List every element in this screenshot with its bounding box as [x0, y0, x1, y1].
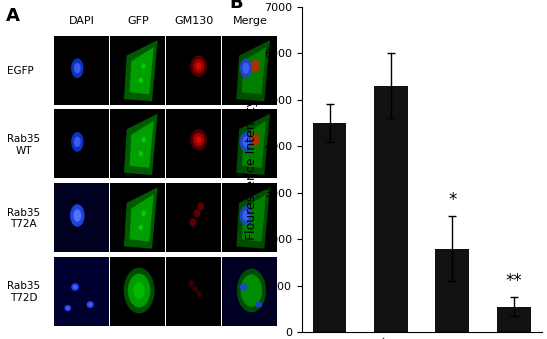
Bar	[166, 183, 221, 252]
Ellipse shape	[73, 209, 82, 222]
Bar	[54, 36, 109, 105]
Ellipse shape	[193, 285, 198, 293]
Bar	[166, 109, 221, 178]
Ellipse shape	[138, 77, 143, 83]
Ellipse shape	[71, 206, 84, 225]
Polygon shape	[124, 40, 158, 101]
Ellipse shape	[66, 306, 69, 310]
Ellipse shape	[242, 137, 249, 147]
Ellipse shape	[141, 211, 146, 216]
Polygon shape	[242, 47, 266, 94]
Bar	[166, 36, 221, 105]
Ellipse shape	[250, 60, 260, 73]
Y-axis label: Flourescence Intensity: Flourescence Intensity	[246, 99, 258, 240]
Ellipse shape	[128, 274, 150, 307]
Polygon shape	[124, 187, 158, 248]
Polygon shape	[236, 40, 270, 101]
Text: Rab35
T72D: Rab35 T72D	[7, 281, 40, 303]
Polygon shape	[236, 187, 270, 248]
Bar	[54, 257, 109, 326]
Bar	[222, 36, 277, 105]
Ellipse shape	[74, 210, 80, 221]
Ellipse shape	[196, 63, 201, 69]
Ellipse shape	[138, 225, 143, 230]
Polygon shape	[130, 121, 154, 168]
Text: *: *	[448, 191, 457, 209]
Text: A: A	[5, 7, 19, 25]
Ellipse shape	[237, 269, 266, 312]
Bar	[54, 183, 109, 252]
Text: B: B	[230, 0, 243, 12]
Ellipse shape	[197, 202, 204, 211]
Ellipse shape	[138, 151, 143, 157]
Ellipse shape	[74, 63, 80, 74]
Ellipse shape	[86, 301, 94, 308]
Ellipse shape	[190, 218, 196, 227]
Bar	[54, 183, 109, 252]
Ellipse shape	[124, 268, 155, 313]
Bar	[54, 257, 109, 326]
Polygon shape	[242, 194, 266, 241]
Ellipse shape	[255, 301, 262, 308]
Ellipse shape	[241, 274, 262, 307]
Bar	[54, 109, 109, 178]
Bar	[222, 183, 277, 252]
Bar	[313, 123, 346, 332]
Bar	[435, 248, 469, 332]
Bar	[497, 307, 531, 332]
Bar	[222, 257, 277, 326]
Ellipse shape	[190, 56, 207, 77]
Ellipse shape	[193, 133, 204, 147]
Ellipse shape	[133, 282, 145, 299]
Text: GM130: GM130	[174, 16, 214, 26]
Text: EGFP: EGFP	[7, 66, 33, 76]
Ellipse shape	[74, 137, 80, 147]
Ellipse shape	[70, 204, 85, 227]
Ellipse shape	[71, 132, 84, 152]
Bar	[110, 183, 165, 252]
Ellipse shape	[240, 132, 252, 152]
Ellipse shape	[71, 58, 84, 78]
Ellipse shape	[242, 210, 249, 221]
Ellipse shape	[141, 63, 146, 69]
Polygon shape	[124, 114, 158, 175]
Bar	[110, 109, 165, 178]
Ellipse shape	[240, 206, 252, 225]
Ellipse shape	[89, 303, 92, 306]
Text: DAPI: DAPI	[69, 16, 95, 26]
Ellipse shape	[73, 285, 77, 289]
Polygon shape	[242, 121, 266, 168]
Ellipse shape	[189, 280, 194, 287]
Ellipse shape	[141, 137, 146, 143]
Ellipse shape	[190, 129, 207, 150]
Ellipse shape	[194, 209, 200, 218]
Bar	[222, 109, 277, 178]
Bar	[166, 257, 221, 326]
Ellipse shape	[65, 305, 71, 311]
Ellipse shape	[240, 58, 252, 78]
Bar	[110, 257, 165, 326]
Bar	[222, 257, 277, 326]
Ellipse shape	[196, 136, 201, 143]
Ellipse shape	[240, 283, 248, 291]
Ellipse shape	[242, 63, 249, 74]
Bar	[374, 86, 408, 332]
Text: Merge: Merge	[233, 16, 268, 26]
Bar	[110, 36, 165, 105]
Ellipse shape	[193, 59, 204, 73]
Text: Rab35
WT: Rab35 WT	[7, 134, 40, 156]
Ellipse shape	[197, 291, 202, 298]
Ellipse shape	[250, 134, 260, 146]
Text: **: **	[505, 272, 522, 291]
Polygon shape	[130, 47, 154, 94]
Text: GFP: GFP	[127, 16, 149, 26]
Ellipse shape	[71, 283, 79, 291]
Polygon shape	[130, 194, 154, 241]
Text: Rab35
T72A: Rab35 T72A	[7, 208, 40, 229]
Polygon shape	[236, 114, 270, 175]
